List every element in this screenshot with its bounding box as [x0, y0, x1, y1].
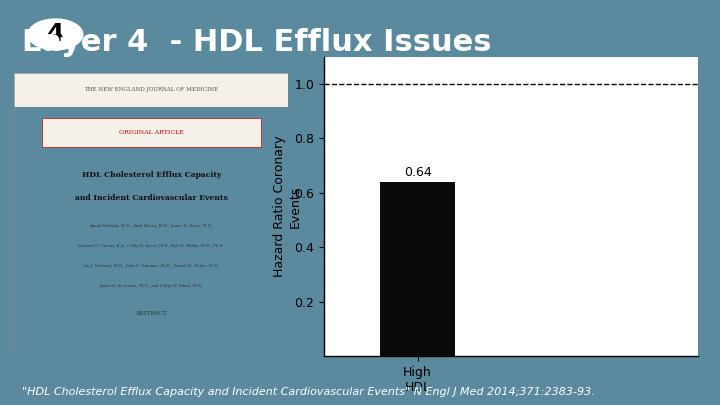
Text: Edward G. Givens, B.A., Colby R. Ayers, M.S., Kyle E. Wedin, M.D., Ph.D.,: Edward G. Givens, B.A., Colby R. Ayers, … [78, 244, 225, 248]
Text: ABSTRACT: ABSTRACT [135, 311, 167, 316]
Y-axis label: Hazard Ratio Coronary
Events: Hazard Ratio Coronary Events [274, 136, 302, 277]
Text: Ian J. Neeland, M.D., John S. Yuhanna, Ph.D., Daniel M. Rader, M.D.,: Ian J. Neeland, M.D., John S. Yuhanna, P… [83, 264, 220, 268]
Text: THE NEW ENGLAND JOURNAL OF MEDICINE: THE NEW ENGLAND JOURNAL OF MEDICINE [84, 87, 218, 92]
Text: HDL Cholesterol Efflux Capacity: HDL Cholesterol Efflux Capacity [81, 171, 221, 179]
Text: ORIGINAL ARTICLE: ORIGINAL ARTICLE [119, 130, 184, 135]
FancyBboxPatch shape [14, 73, 288, 107]
Bar [380, 182, 455, 356]
Text: Anand Rohatgi, M.D., Amit Khera, M.D., James D. Berry, M.D.,: Anand Rohatgi, M.D., Amit Khera, M.D., J… [89, 224, 213, 228]
Text: "HDL Cholesterol Efflux Capacity and Incident Cardiovascular Events" N Engl J Me: "HDL Cholesterol Efflux Capacity and Inc… [22, 387, 594, 397]
Text: 4: 4 [47, 22, 64, 47]
Text: James A. de Lemos, M.D., and Philip W. Shaul, M.D.: James A. de Lemos, M.D., and Philip W. S… [99, 284, 203, 288]
Circle shape [28, 19, 83, 50]
FancyBboxPatch shape [42, 118, 261, 147]
Text: Layer 4  - HDL Efflux Issues: Layer 4 - HDL Efflux Issues [22, 28, 491, 58]
Text: and Incident Cardiovascular Events: and Incident Cardiovascular Events [75, 194, 228, 202]
Text: 0.64: 0.64 [404, 166, 431, 179]
